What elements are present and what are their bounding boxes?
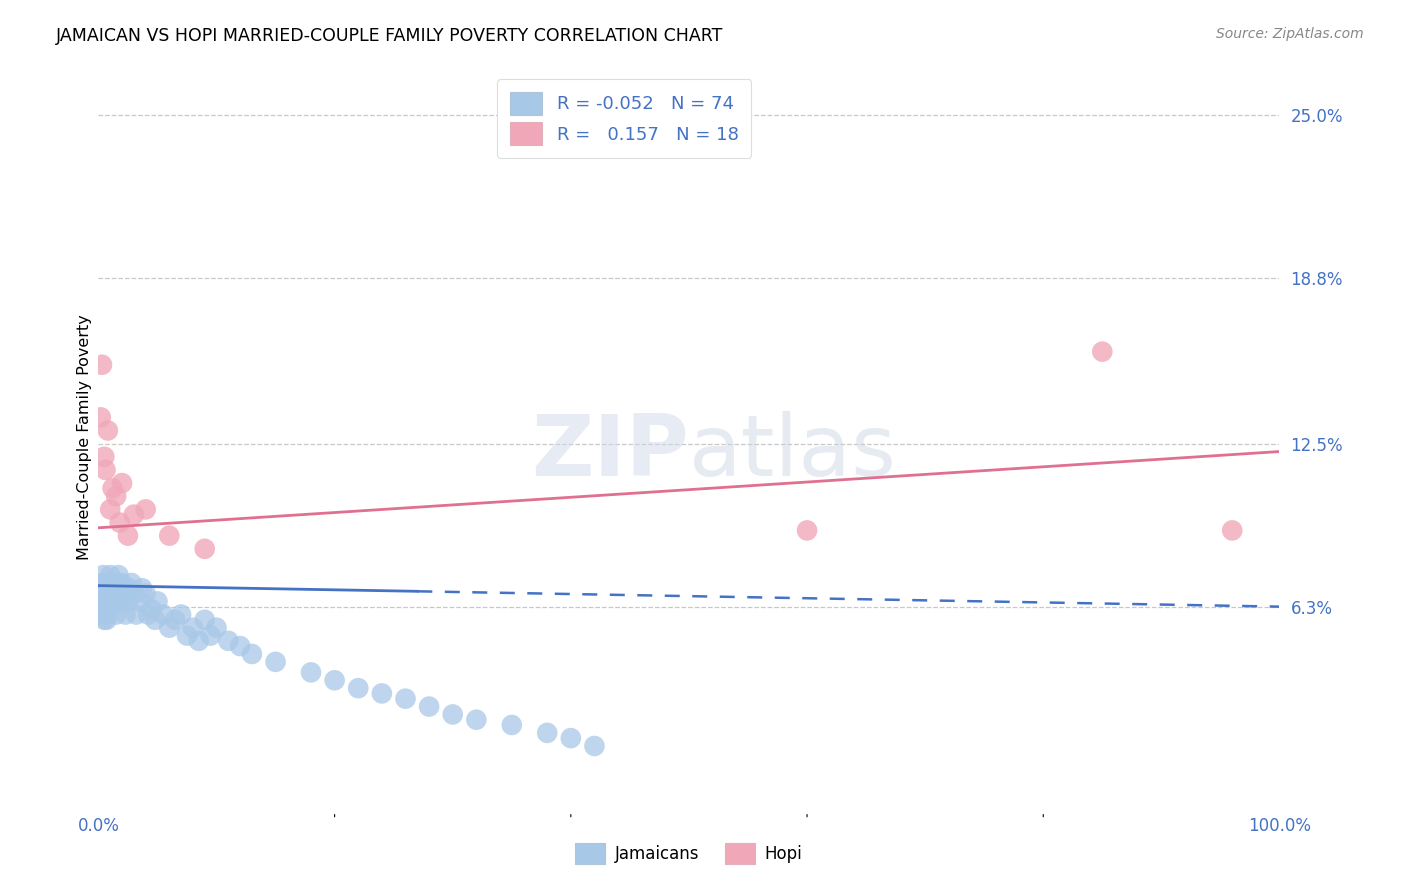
Point [90, 586, 112, 600]
Point [98, 597, 121, 611]
Point [118, 581, 141, 595]
Point [205, 621, 228, 635]
Point [157, 621, 180, 635]
Point [110, 581, 132, 595]
Point [157, 529, 180, 543]
Point [91, 602, 114, 616]
Point [111, 576, 134, 591]
Point [229, 639, 252, 653]
Point [93, 613, 115, 627]
Point [536, 726, 558, 740]
Point [98, 586, 121, 600]
Point [217, 633, 239, 648]
Point [194, 541, 217, 556]
Point [111, 476, 134, 491]
Point [1220, 524, 1243, 538]
Point [105, 586, 128, 600]
Point [136, 607, 159, 622]
Point [107, 568, 129, 582]
Point [323, 673, 346, 688]
Point [1091, 344, 1114, 359]
Point [394, 691, 416, 706]
Point [583, 739, 606, 753]
Point [93, 599, 115, 614]
Point [121, 576, 143, 591]
Point [108, 516, 131, 530]
Point [98, 568, 121, 582]
Text: atlas: atlas [689, 410, 897, 493]
Text: Source: ZipAtlas.com: Source: ZipAtlas.com [1216, 27, 1364, 41]
Point [181, 621, 204, 635]
Point [112, 594, 135, 608]
Point [501, 718, 523, 732]
Legend: Jamaicans, Hopi: Jamaicans, Hopi [568, 836, 810, 871]
Point [100, 576, 122, 591]
Point [114, 607, 136, 622]
Point [94, 576, 117, 591]
Text: ZIP: ZIP [531, 410, 689, 493]
Point [91, 576, 114, 591]
Point [97, 586, 120, 600]
Point [135, 586, 157, 600]
Point [128, 594, 150, 608]
Point [98, 502, 121, 516]
Point [91, 581, 114, 595]
Point [96, 581, 118, 595]
Point [131, 581, 153, 595]
Point [94, 607, 117, 622]
Point [347, 681, 370, 695]
Point [371, 686, 394, 700]
Y-axis label: Married-Couple Family Poverty: Married-Couple Family Poverty [77, 314, 91, 560]
Point [122, 508, 145, 522]
Point [97, 424, 120, 438]
Point [91, 594, 114, 608]
Point [91, 568, 114, 582]
Point [264, 655, 287, 669]
Point [96, 613, 118, 627]
Point [105, 607, 128, 622]
Point [91, 358, 114, 372]
Point [299, 665, 322, 680]
Point [98, 581, 121, 595]
Point [101, 586, 124, 600]
Point [105, 576, 128, 591]
Point [94, 594, 117, 608]
Point [170, 607, 193, 622]
Point [105, 489, 128, 503]
Point [441, 707, 464, 722]
Point [96, 594, 118, 608]
Point [165, 613, 187, 627]
Text: JAMAICAN VS HOPI MARRIED-COUPLE FAMILY POVERTY CORRELATION CHART: JAMAICAN VS HOPI MARRIED-COUPLE FAMILY P… [56, 27, 724, 45]
Point [104, 594, 127, 608]
Point [93, 586, 115, 600]
Point [122, 586, 145, 600]
Point [125, 607, 148, 622]
Point [93, 450, 115, 464]
Point [97, 602, 120, 616]
Point [103, 581, 125, 595]
Point [200, 629, 222, 643]
Point [240, 647, 263, 661]
Point [194, 613, 217, 627]
Point [560, 731, 582, 745]
Point [94, 463, 117, 477]
Point [465, 713, 488, 727]
Point [135, 502, 157, 516]
Point [187, 633, 209, 648]
Point [108, 594, 131, 608]
Point [418, 699, 440, 714]
Point [117, 529, 139, 543]
Point [146, 594, 169, 608]
Point [90, 410, 112, 425]
Point [141, 602, 163, 616]
Point [100, 594, 122, 608]
Point [152, 607, 174, 622]
Point [117, 594, 139, 608]
Point [143, 613, 166, 627]
Point [796, 524, 818, 538]
Point [112, 586, 135, 600]
Point [176, 629, 198, 643]
Point [101, 481, 124, 495]
